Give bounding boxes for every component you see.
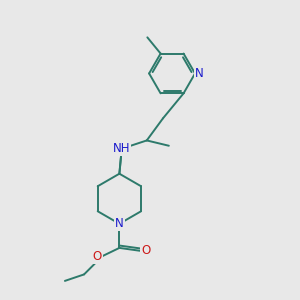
Text: N: N (195, 67, 204, 80)
Text: N: N (115, 217, 124, 230)
Text: NH: NH (112, 142, 130, 155)
Text: O: O (92, 250, 102, 263)
Text: O: O (141, 244, 151, 257)
